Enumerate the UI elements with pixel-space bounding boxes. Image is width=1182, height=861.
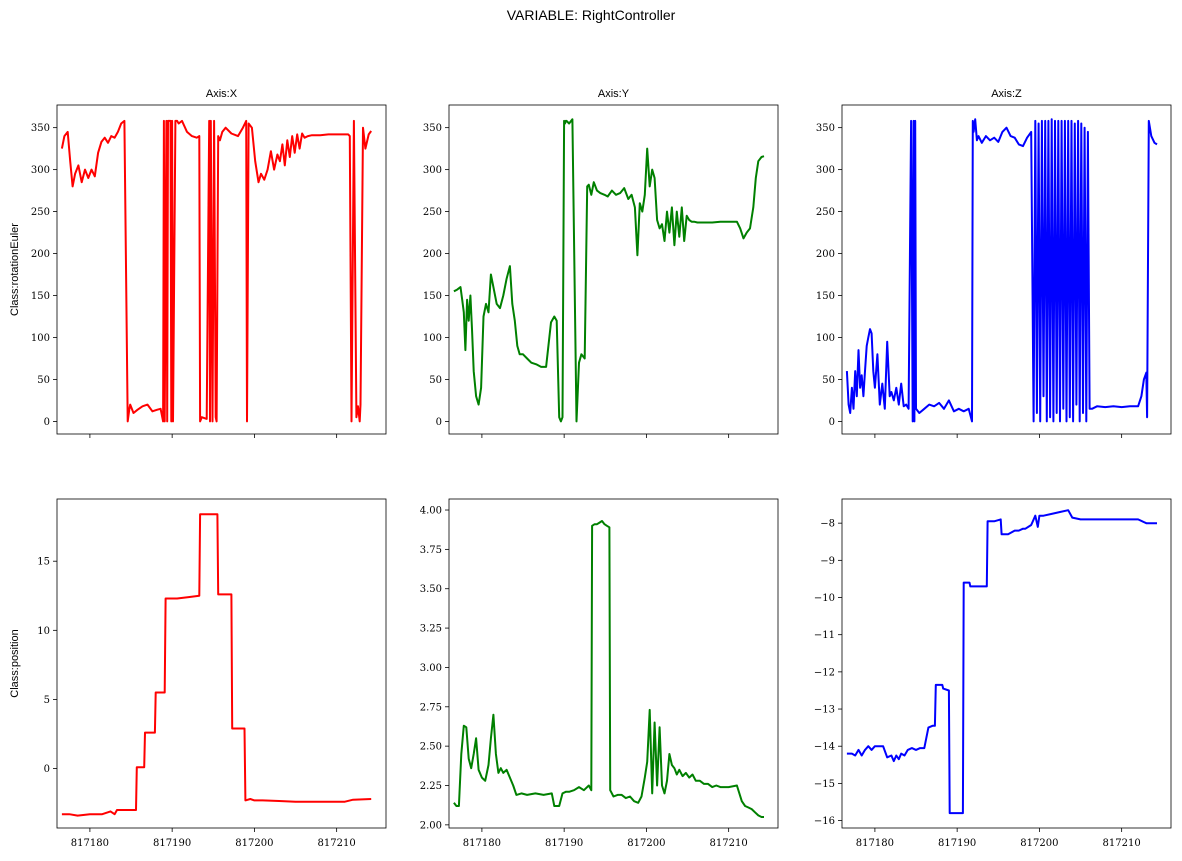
y-tick-label: 350: [816, 123, 835, 134]
series-line: [845, 118, 1158, 423]
x-tick-label: 817210: [1103, 838, 1141, 849]
axes-frame: [448, 104, 779, 435]
y-tick-label: 0: [44, 417, 50, 428]
y-tick-label: 200: [423, 249, 442, 260]
subplot-title: Axis:Y: [598, 88, 630, 100]
y-tick-label: 50: [429, 375, 442, 386]
y-tick-label: 100: [423, 333, 442, 344]
x-tick-label: 817200: [627, 838, 665, 849]
y-tick-label: 200: [816, 249, 835, 260]
subplot-5: 2.00 2.25 2.50 2.75 3.00 3.25 3.50 3.75 4.00 8171…: [420, 498, 779, 849]
axes-frame: [448, 498, 779, 829]
y-tick-label: 50: [37, 375, 50, 386]
y-tick-label: 3.75: [420, 545, 442, 556]
series-line: [453, 118, 765, 423]
subplot-4: 0 5 10 15 817180 817190 817200 817210 Class:posi…: [9, 498, 387, 849]
y-tick-label: 15: [37, 557, 50, 568]
y-tick-label: 250: [816, 207, 835, 218]
y-tick-label: −10: [814, 593, 835, 604]
y-tick-label: 0: [44, 764, 50, 775]
y-tick-label: 2.00: [420, 820, 442, 831]
y-tick-label: −8: [820, 519, 835, 530]
y-tick-label: 2.50: [420, 742, 442, 753]
x-tick-label: 817190: [545, 838, 583, 849]
y-tick-label: 3.25: [420, 624, 442, 635]
y-axis-label: Class:position: [9, 629, 21, 697]
y-tick-label: 0: [829, 417, 835, 428]
y-tick-label: 3.50: [420, 584, 442, 595]
series-line: [60, 119, 373, 423]
x-tick-label: 817190: [938, 838, 976, 849]
y-tick-label: −15: [814, 779, 835, 790]
y-tick-label: −11: [814, 630, 835, 641]
y-tick-label: 100: [816, 333, 835, 344]
subplot-1: 0 50 100 150 200 250 300 350 Axis:X Class:rotatio…: [9, 88, 387, 438]
y-tick-label: −13: [814, 705, 835, 716]
y-tick-label: 5: [44, 695, 50, 706]
subplot-title: Axis:X: [206, 88, 238, 100]
series-line: [453, 520, 764, 818]
y-tick-label: −12: [814, 667, 835, 678]
x-tick-label: 817180: [856, 838, 894, 849]
y-tick-label: 250: [31, 207, 50, 218]
y-axis-label: Class:rotationEuler: [9, 223, 21, 316]
y-tick-label: 200: [31, 249, 50, 260]
subplot-2: 0 50 100 150 200 250 300 350 Axis:Y: [423, 88, 779, 438]
subplots: 050100150200250300350Axis:XClass:rotatio…: [9, 88, 1172, 849]
x-tick-label: 817180: [71, 838, 109, 849]
figure-title: VARIABLE: RightController: [507, 7, 676, 23]
y-tick-label: 2.75: [420, 702, 442, 713]
y-tick-label: 100: [31, 333, 50, 344]
y-tick-label: 10: [37, 626, 50, 637]
y-tick-label: 3.00: [420, 663, 442, 674]
y-tick-label: −16: [814, 816, 835, 827]
y-tick-label: 0: [436, 417, 442, 428]
y-tick-label: 300: [423, 165, 442, 176]
y-tick-label: −14: [814, 742, 835, 753]
y-tick-label: 150: [31, 291, 50, 302]
axes-frame: [841, 104, 1172, 435]
y-tick-label: 300: [31, 165, 50, 176]
x-tick-label: 817210: [710, 838, 748, 849]
y-tick-label: 150: [816, 291, 835, 302]
subplot-6: −16 −15 −14 −13 −12 −11 −10 −9 −8 817180 817190 817…: [814, 498, 1172, 849]
subplot-title: Axis:Z: [991, 88, 1022, 100]
y-tick-label: 350: [31, 123, 50, 134]
x-tick-label: 817210: [318, 838, 356, 849]
y-tick-label: −9: [820, 556, 835, 567]
y-tick-label: 250: [423, 207, 442, 218]
y-tick-label: 150: [423, 291, 442, 302]
x-tick-label: 817200: [1020, 838, 1058, 849]
y-tick-label: 4.00: [420, 506, 442, 517]
x-tick-label: 817190: [153, 838, 191, 849]
y-tick-label: 350: [423, 123, 442, 134]
y-tick-label: 2.25: [420, 781, 442, 792]
axes-frame: [841, 498, 1172, 829]
y-tick-label: 50: [822, 375, 835, 386]
subplot-3: 0 50 100 150 200 250 300 350 Axis:Z: [816, 88, 1172, 438]
axes-frame: [56, 104, 387, 435]
x-tick-label: 817180: [463, 838, 501, 849]
y-tick-label: 300: [816, 165, 835, 176]
series-line: [846, 509, 1157, 815]
x-tick-label: 817200: [235, 838, 273, 849]
series-line: [61, 513, 372, 817]
axes-frame: [56, 498, 387, 829]
